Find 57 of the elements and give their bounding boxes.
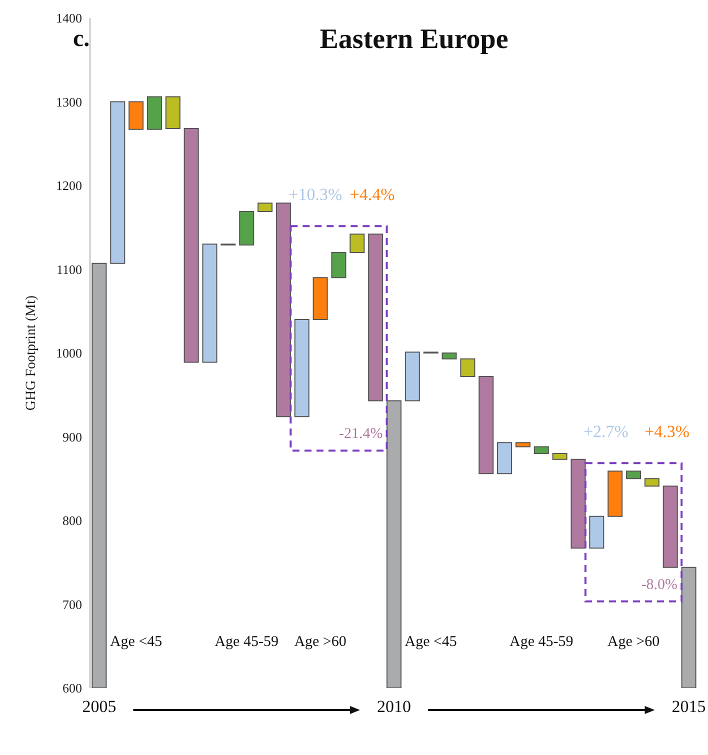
- bar: [552, 453, 568, 460]
- x-tick-label: Age >60: [607, 634, 660, 650]
- bar: [368, 234, 384, 402]
- bar: [184, 128, 199, 363]
- text: c.: [73, 26, 90, 52]
- annotation: +4.4%: [350, 184, 395, 204]
- x-tick-label: Age 45-59: [510, 634, 574, 650]
- y-tick-label: 1400: [56, 10, 82, 26]
- chart-title: Eastern Europe: [320, 24, 508, 55]
- x-tick-label: 2015: [672, 697, 706, 716]
- y-tick-label: 1100: [56, 262, 82, 277]
- annotation: -21.4%: [339, 426, 383, 442]
- bar: [350, 234, 365, 253]
- y-tick-label: 1200: [56, 178, 82, 194]
- bar: [626, 470, 642, 480]
- y-tick-label: 700: [62, 596, 82, 612]
- x-tick-label: 2010: [377, 697, 411, 716]
- bar: [478, 376, 494, 474]
- bar: [608, 470, 623, 517]
- bar: [386, 400, 402, 688]
- x-tick-label: Age 45-59: [214, 634, 278, 650]
- bar: [128, 101, 144, 130]
- bar: [681, 566, 696, 688]
- bar: [331, 252, 346, 278]
- y-axis-title: GHG Footprint (Mt): [24, 295, 39, 411]
- annotation: +4.3%: [644, 422, 690, 441]
- x-tick-label: Age >60: [294, 634, 346, 650]
- x-tick-label: Age <45: [110, 634, 162, 650]
- annotation: -8.0%: [641, 576, 678, 593]
- x-tick-label: 2005: [82, 697, 116, 716]
- annotation: +10.3%: [288, 184, 342, 204]
- bar: [312, 277, 328, 320]
- bar: [258, 202, 273, 212]
- bar: [146, 96, 162, 130]
- bar: [497, 442, 512, 474]
- bar: [570, 458, 586, 549]
- y-tick-label: 1000: [56, 346, 82, 361]
- bar: [662, 486, 678, 568]
- y-tick-label: 600: [62, 680, 82, 696]
- y-tick-label: 900: [62, 429, 82, 444]
- bar: [202, 244, 218, 363]
- y-tick-label: 1300: [56, 94, 82, 110]
- bar: [165, 96, 180, 130]
- bar: [644, 478, 660, 487]
- bar: [239, 210, 254, 246]
- annotation: +2.7%: [583, 422, 628, 441]
- bar: [589, 516, 604, 549]
- y-tick-label: 800: [62, 513, 82, 528]
- x-tick-label: Age <45: [404, 634, 457, 650]
- bar: [294, 319, 310, 418]
- bar: [460, 358, 476, 377]
- bar: [534, 446, 549, 454]
- bar: [515, 442, 530, 448]
- bar: [276, 202, 291, 418]
- bar: [404, 352, 420, 402]
- bar: [442, 352, 457, 360]
- bar: [110, 101, 126, 264]
